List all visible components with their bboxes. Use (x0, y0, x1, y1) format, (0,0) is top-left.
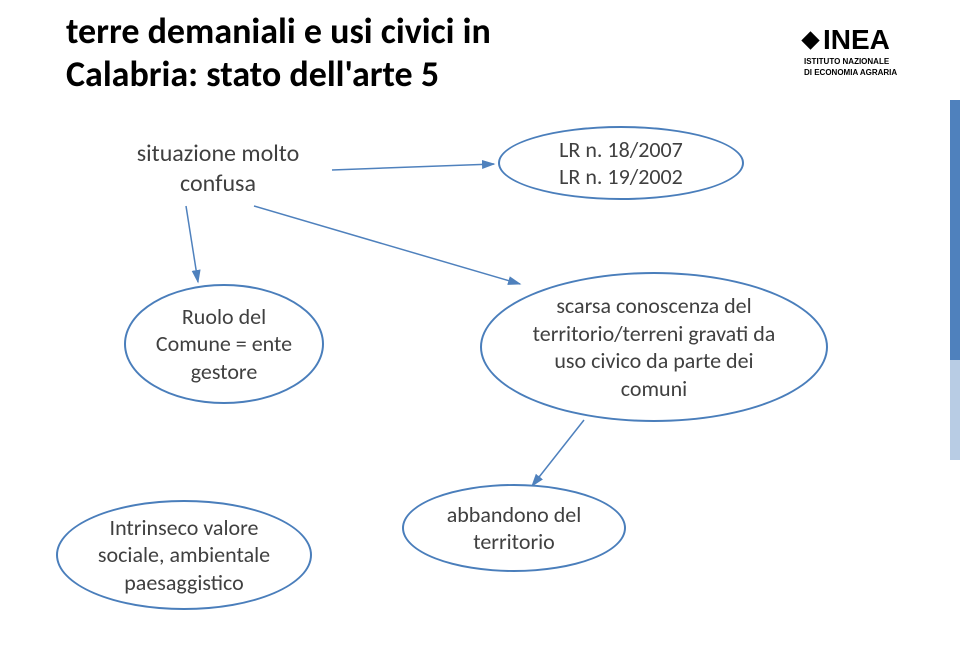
edge-n1-n3 (186, 206, 198, 282)
node-ruolo-comune: Ruolo delComune = entegestore (124, 284, 324, 404)
slide-title: terre demaniali e usi civici in Calabria… (66, 10, 491, 96)
logo-brand: INEA (823, 24, 890, 56)
title-line2: Calabria: stato dell'arte 5 (66, 52, 439, 96)
logo-diamond-icon (801, 31, 819, 49)
node-abbandono: abbandono delterritorio (402, 484, 626, 572)
node-scarsa-conoscenza: scarsa conoscenza delterritorio/terreni … (480, 272, 828, 422)
node-lr-label: LR n. 18/2007LR n. 19/2002 (559, 136, 683, 191)
edge-n4-n5 (532, 420, 584, 486)
node-ruolo-comune-label: Ruolo delComune = entegestore (156, 303, 292, 386)
inea-logo: INEA ISTITUTO NAZIONALE DI ECONOMIA AGRA… (804, 24, 924, 78)
logo-sub2: DI ECONOMIA AGRARIA (804, 69, 924, 78)
title-line1: terre demaniali e usi civici in (66, 9, 491, 53)
edge-n1-n2 (332, 164, 494, 170)
node-intrinseco: Intrinseco valoresociale, ambientalepaes… (56, 500, 312, 610)
side-accent-bar (950, 100, 960, 360)
logo-top: INEA (804, 24, 924, 56)
node-abbandono-label: abbandono delterritorio (447, 501, 582, 556)
node-intrinseco-label: Intrinseco valoresociale, ambientalepaes… (98, 514, 270, 597)
node-lr: LR n. 18/2007LR n. 19/2002 (498, 126, 744, 200)
edge-n1-n4 (254, 206, 520, 284)
logo-sub1: ISTITUTO NAZIONALE (804, 58, 924, 67)
node-situazione-label: situazione moltoconfusa (137, 139, 299, 199)
node-scarsa-conoscenza-label: scarsa conoscenza delterritorio/terreni … (533, 292, 776, 402)
node-situazione: situazione moltoconfusa (108, 134, 328, 204)
